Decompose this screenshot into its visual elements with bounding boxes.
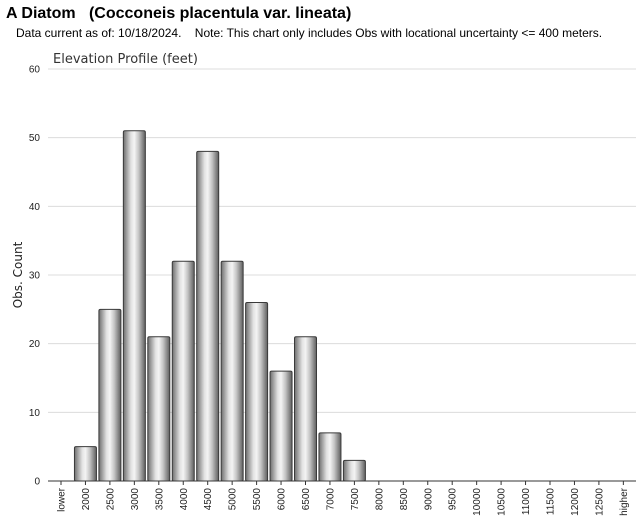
bar-5500 <box>245 301 269 482</box>
x-tick-label: 4500 <box>203 488 214 511</box>
x-tick-label: 8000 <box>374 488 385 511</box>
page-title: A Diatom (Cocconeis placentula var. line… <box>6 5 352 22</box>
x-tick-label: 11000 <box>521 488 532 516</box>
x-tick-label: 12500 <box>594 488 605 516</box>
bar-2000 <box>73 446 97 482</box>
bar-4000 <box>171 260 195 482</box>
x-tick-label: 9500 <box>448 488 459 511</box>
bar-5000 <box>220 260 244 482</box>
x-tick-label: 8500 <box>399 488 410 511</box>
y-axis-label: Obs. Count <box>11 241 25 308</box>
bar-3500 <box>147 336 171 482</box>
x-tick-label: higher <box>619 487 630 515</box>
x-tick-label: 4000 <box>179 488 190 511</box>
x-tick-label: 11500 <box>546 488 557 516</box>
x-tick-label: lower <box>57 487 68 512</box>
bar-6000 <box>269 370 293 482</box>
chart-title: Elevation Profile (feet) <box>53 52 198 67</box>
y-tick-label: 60 <box>29 65 41 76</box>
bar-7000 <box>318 432 342 482</box>
x-tick-label: 2500 <box>105 488 116 511</box>
y-tick-label: 40 <box>29 202 41 213</box>
x-tick-label: 9000 <box>423 488 434 511</box>
x-tick-label: 2000 <box>81 488 92 511</box>
x-tick-label: 5000 <box>228 488 239 511</box>
y-tick-label: 30 <box>29 271 41 282</box>
y-tick-label: 10 <box>29 408 41 419</box>
bar-4500 <box>196 150 220 482</box>
x-tick-label: 6000 <box>277 488 288 511</box>
y-tick-label: 50 <box>29 133 41 144</box>
x-tick-label: 7500 <box>350 488 361 511</box>
x-tick-label: 7000 <box>325 488 336 511</box>
x-tick-label: 12000 <box>570 488 581 516</box>
x-tick-label: 5500 <box>252 488 263 511</box>
y-tick-label: 20 <box>29 339 41 350</box>
x-tick-label: 10000 <box>472 488 483 516</box>
data-note: Data current as of: 10/18/2024. Note: Th… <box>16 26 603 40</box>
bar-3000 <box>122 130 146 482</box>
x-tick-label: 10500 <box>497 488 508 516</box>
bar-6500 <box>294 336 317 482</box>
bar-7500 <box>342 459 366 482</box>
bar-2500 <box>98 308 122 482</box>
x-tick-label: 6500 <box>301 488 312 511</box>
y-tick-label: 0 <box>34 477 40 488</box>
x-tick-label: 3000 <box>130 488 141 511</box>
x-tick-label: 3500 <box>154 488 165 511</box>
